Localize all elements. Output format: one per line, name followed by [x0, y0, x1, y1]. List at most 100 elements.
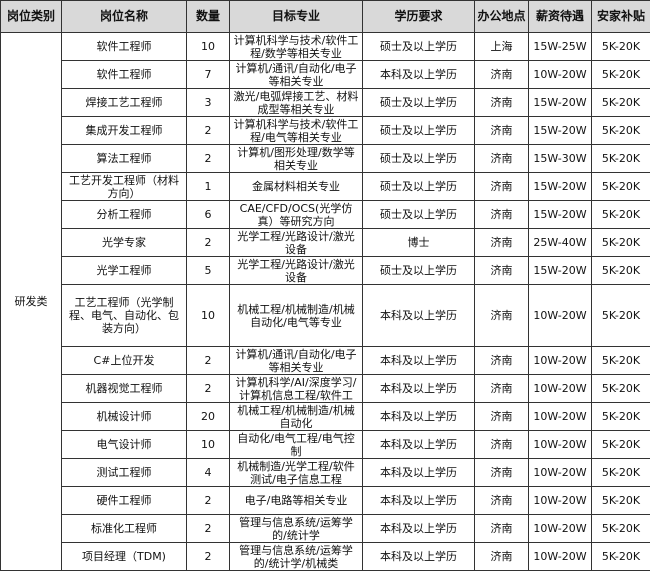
position-cell-text: 工艺开发工程师（材料方向）	[64, 174, 184, 200]
allowance-cell-text: 5K-20K	[594, 124, 648, 137]
major-cell: 机械工程/机械制造/机械自动化/电气等专业	[230, 285, 363, 347]
salary-cell-text: 10W-20W	[531, 522, 589, 535]
major-cell-text: 管理与信息系统/运筹学的/统计学	[232, 516, 360, 542]
count-cell-text: 2	[189, 236, 227, 249]
allowance-cell: 5K-20K	[592, 285, 650, 347]
salary-cell: 15W-25W	[529, 33, 592, 61]
allowance-cell-text: 5K-20K	[594, 466, 648, 479]
salary-cell-text: 10W-20W	[531, 382, 589, 395]
allowance-cell: 5K-20K	[592, 33, 650, 61]
position-cell: 工艺开发工程师（材料方向）	[62, 173, 187, 201]
location-cell: 济南	[475, 173, 529, 201]
position-cell: 电气设计师	[62, 431, 187, 459]
salary-cell-text: 15W-20W	[531, 180, 589, 193]
location-cell-text: 上海	[477, 40, 526, 53]
salary-cell-text: 10W-20W	[531, 410, 589, 423]
location-cell: 济南	[475, 543, 529, 571]
count-cell-text: 2	[189, 522, 227, 535]
position-cell: 标准化工程师	[62, 515, 187, 543]
allowance-cell: 5K-20K	[592, 117, 650, 145]
salary-cell-text: 15W-25W	[531, 40, 589, 53]
education-cell-text: 本科及以上学历	[365, 68, 472, 81]
location-cell-text: 济南	[477, 550, 526, 563]
education-cell: 硕士及以上学历	[363, 257, 475, 285]
position-cell: 项目经理（TDM)	[62, 543, 187, 571]
education-cell: 本科及以上学历	[363, 61, 475, 89]
location-cell: 上海	[475, 33, 529, 61]
position-cell: 光学专家	[62, 229, 187, 257]
header-location: 办公地点	[475, 1, 529, 33]
salary-cell-text: 15W-20W	[531, 208, 589, 221]
salary-cell-text: 10W-20W	[531, 466, 589, 479]
education-cell: 硕士及以上学历	[363, 33, 475, 61]
major-cell-text: 金属材料相关专业	[232, 180, 360, 193]
position-cell: 光学工程师	[62, 257, 187, 285]
allowance-cell-text: 5K-20K	[594, 208, 648, 221]
header-salary: 薪资待遇	[529, 1, 592, 33]
location-cell-text: 济南	[477, 410, 526, 423]
location-cell-text: 济南	[477, 96, 526, 109]
major-cell-text: 计算机/图形处理/数学等相关专业	[232, 146, 360, 172]
major-cell: 计算机科学与技术/软件工程/电气等相关专业	[230, 117, 363, 145]
education-cell: 硕士及以上学历	[363, 173, 475, 201]
position-cell-text: 焊接工艺工程师	[64, 96, 184, 109]
allowance-cell-text: 5K-20K	[594, 382, 648, 395]
education-cell: 本科及以上学历	[363, 403, 475, 431]
major-cell: CAE/CFD/OCS(光学仿真）等研究方向	[230, 201, 363, 229]
major-cell-text: 管理与信息系统/运筹学的/统计学/机械类	[232, 544, 360, 570]
location-cell-text: 济南	[477, 382, 526, 395]
major-cell: 机械工程/机械制造/机械自动化	[230, 403, 363, 431]
allowance-cell-text: 5K-20K	[594, 309, 648, 322]
position-cell: C#上位开发	[62, 347, 187, 375]
position-cell: 焊接工艺工程师	[62, 89, 187, 117]
salary-cell: 10W-20W	[529, 515, 592, 543]
major-cell-text: 机械工程/机械制造/机械自动化/电气等专业	[232, 303, 360, 329]
count-cell: 1	[187, 173, 230, 201]
count-cell-text: 2	[189, 382, 227, 395]
allowance-cell-text: 5K-20K	[594, 236, 648, 249]
position-cell-text: 分析工程师	[64, 208, 184, 221]
count-cell-text: 7	[189, 68, 227, 81]
allowance-cell: 5K-20K	[592, 61, 650, 89]
position-cell-text: 集成开发工程师	[64, 124, 184, 137]
allowance-cell-text: 5K-20K	[594, 438, 648, 451]
location-cell-text: 济南	[477, 309, 526, 322]
count-cell: 2	[187, 347, 230, 375]
location-cell-text: 济南	[477, 124, 526, 137]
position-cell-text: 测试工程师	[64, 466, 184, 479]
education-cell-text: 硕士及以上学历	[365, 264, 472, 277]
education-cell: 硕士及以上学历	[363, 117, 475, 145]
location-cell-text: 济南	[477, 68, 526, 81]
position-cell: 机器视觉工程师	[62, 375, 187, 403]
position-cell-text: 软件工程师	[64, 40, 184, 53]
position-cell-text: 机器视觉工程师	[64, 382, 184, 395]
location-cell-text: 济南	[477, 152, 526, 165]
position-cell-text: 光学工程师	[64, 264, 184, 277]
location-cell: 济南	[475, 257, 529, 285]
count-cell: 2	[187, 117, 230, 145]
salary-cell: 10W-20W	[529, 347, 592, 375]
education-cell: 本科及以上学历	[363, 515, 475, 543]
major-cell: 计算机科学与技术/软件工程/数学等相关专业	[230, 33, 363, 61]
education-cell-text: 博士	[365, 236, 472, 249]
count-cell: 10	[187, 431, 230, 459]
major-cell: 电子/电路等相关专业	[230, 487, 363, 515]
location-cell: 济南	[475, 201, 529, 229]
major-cell-text: 机械工程/机械制造/机械自动化	[232, 404, 360, 430]
education-cell: 本科及以上学历	[363, 459, 475, 487]
major-cell-text: 自动化/电气工程/电气控制	[232, 432, 360, 458]
major-cell-text: 计算机科学与技术/软件工程/数学等相关专业	[232, 34, 360, 60]
major-cell: 计算机/通讯/自动化/电子等相关专业	[230, 347, 363, 375]
education-cell-text: 硕士及以上学历	[365, 96, 472, 109]
location-cell: 济南	[475, 61, 529, 89]
allowance-cell: 5K-20K	[592, 347, 650, 375]
position-cell-text: C#上位开发	[64, 354, 184, 367]
